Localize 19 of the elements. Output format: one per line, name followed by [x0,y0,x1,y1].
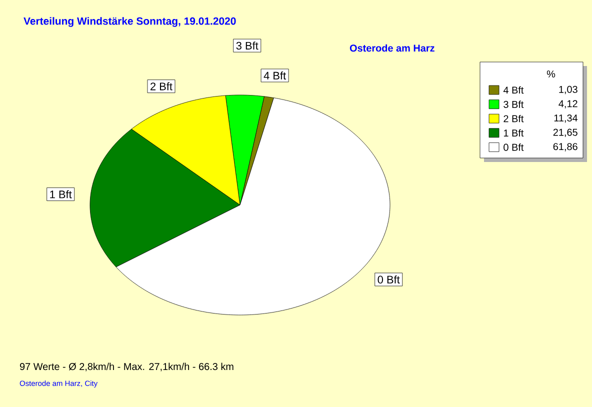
data-label: 61,86 [553,143,578,152]
slice-label: 4 Bft [264,71,286,80]
legend-label: 2 Bft [504,114,524,122]
category-label: 3 Bft [236,42,258,50]
legend-label: 4 Bft [503,86,524,94]
legend-title: % [546,70,556,78]
data-label: 11,34 [554,114,578,123]
slice-label: 2 Bft [150,82,172,90]
data-label: 21,65 [553,128,578,138]
legend-label: 3 Bft [504,100,524,108]
legend-label: 1 Bft [504,129,524,137]
chart-title: Verteilung Windstärke Sonntag, 19.01.2020 [24,17,236,27]
slice-label: 1 Bft [50,190,72,198]
text: 97 Werte - Ø 2,8km/h - Max. 27,1km/h - 66.3 km [20,362,234,372]
data-label: 1,03 [559,86,578,94]
chart-subtitle: Osterode am Harz [350,44,434,52]
slice-label: 0 Bft [378,275,400,284]
legend-label: 0 Bft [504,144,524,151]
data-label: 4,12 [558,100,578,108]
